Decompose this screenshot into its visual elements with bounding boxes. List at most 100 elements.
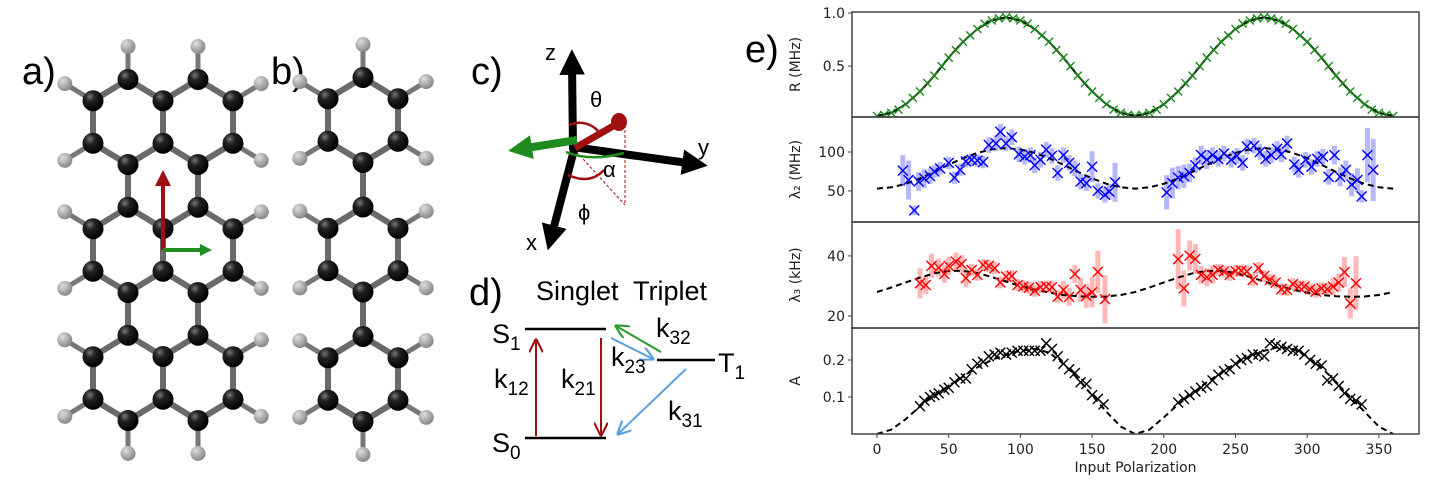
axis-label-x: x — [526, 230, 537, 255]
data-point — [894, 105, 904, 115]
carbon-atom — [152, 260, 174, 282]
data-point — [1293, 164, 1305, 176]
carbon-atom — [387, 130, 409, 152]
data-point — [1123, 110, 1133, 117]
carbon-atom — [387, 260, 409, 282]
data-point — [1008, 13, 1018, 23]
data-point — [1166, 93, 1176, 103]
data-point — [1034, 345, 1046, 357]
data-point — [1218, 266, 1230, 278]
carbon-atom — [117, 196, 139, 218]
carbon-atom — [317, 130, 339, 152]
data-point — [1178, 282, 1190, 294]
hydrogen-atom — [355, 447, 371, 462]
axes-frame — [851, 11, 1420, 118]
data-point — [983, 139, 995, 151]
data-point — [901, 99, 911, 109]
data-point — [1241, 352, 1253, 364]
fit-line — [876, 346, 1394, 434]
panel-c-coordinate-diagram: z y x θ α ϕ — [508, 40, 709, 255]
data-point — [1311, 153, 1323, 165]
data-point — [1245, 15, 1255, 25]
data-point — [928, 165, 940, 177]
triplet-label: Triplet — [633, 276, 708, 306]
carbon-atom — [187, 410, 209, 431]
panel-label-d: d) — [469, 272, 503, 314]
molecule-a-axes — [155, 170, 212, 256]
carbon-atom — [387, 88, 409, 110]
data-point — [1224, 269, 1236, 281]
data-point — [1023, 282, 1035, 294]
carbon-atom — [152, 90, 174, 112]
data-point — [980, 19, 990, 29]
data-point — [922, 78, 932, 88]
data-point — [1223, 30, 1233, 40]
y-axis-label: λ₃ (kHz) — [788, 247, 804, 302]
carbon-atom — [82, 260, 104, 282]
theta-arc — [568, 121, 599, 132]
data-point — [1172, 253, 1184, 265]
hydrogen-atom — [253, 76, 269, 92]
data-point — [1195, 61, 1205, 71]
data-point — [1264, 274, 1276, 286]
data-point — [1073, 71, 1083, 81]
data-point — [1304, 283, 1316, 295]
data-point — [1328, 149, 1340, 161]
s0-label: S0 — [492, 428, 521, 464]
data-point — [1069, 268, 1081, 280]
data-point — [1295, 30, 1305, 40]
panel-label-a: a) — [22, 51, 56, 93]
x-tick-label: 300 — [1294, 442, 1321, 458]
y-tick-label: 100 — [818, 145, 845, 161]
data-point — [913, 176, 925, 188]
hydrogen-atom — [57, 204, 73, 220]
data-point — [1103, 186, 1115, 198]
data-point — [1287, 278, 1299, 290]
data-point — [1260, 153, 1272, 165]
hydrogen-atom — [120, 446, 136, 461]
data-point — [1238, 19, 1248, 29]
data-point — [989, 262, 1001, 274]
angle-label-theta: θ — [590, 87, 602, 112]
data-point — [1356, 190, 1368, 202]
k31-arrow — [618, 368, 687, 434]
data-point — [1288, 24, 1298, 34]
carbon-atom — [387, 217, 409, 239]
molecule-b — [292, 37, 434, 462]
data-point — [994, 126, 1006, 138]
data-point — [1159, 99, 1169, 109]
data-point — [1356, 398, 1368, 410]
data-point — [1024, 149, 1036, 161]
data-point — [1288, 158, 1300, 170]
data-point — [1161, 186, 1173, 198]
carbon-atom — [117, 282, 139, 303]
data-point — [1046, 150, 1058, 162]
data-point — [1189, 253, 1201, 265]
data-point — [1137, 110, 1147, 117]
hydrogen-atom — [253, 332, 269, 348]
data-point — [1334, 171, 1346, 183]
hydrogen-atom — [292, 280, 308, 296]
data-point — [1058, 53, 1068, 63]
carbon-atom — [222, 218, 244, 240]
data-point — [958, 37, 968, 47]
y-axis-arrow — [572, 143, 708, 175]
data-point — [950, 256, 962, 268]
subplot-0: 0.5 1.0 R (MHz) — [788, 6, 1420, 118]
data-point — [1350, 395, 1362, 407]
carbon-atom — [187, 196, 209, 218]
data-point — [937, 61, 947, 71]
data-point — [1317, 53, 1327, 63]
x-tick-label: 100 — [1007, 442, 1034, 458]
molecule-a — [57, 39, 269, 461]
carbon-atom — [222, 132, 244, 154]
data-point — [1034, 154, 1046, 166]
data-point — [886, 108, 896, 117]
data-point — [1086, 286, 1098, 298]
carbon-atom — [352, 281, 374, 303]
data-point — [1184, 389, 1196, 401]
hydrogen-atom — [418, 280, 434, 296]
data-point — [1101, 99, 1111, 109]
data-point — [897, 165, 909, 177]
k32-label: k32 — [656, 313, 691, 349]
